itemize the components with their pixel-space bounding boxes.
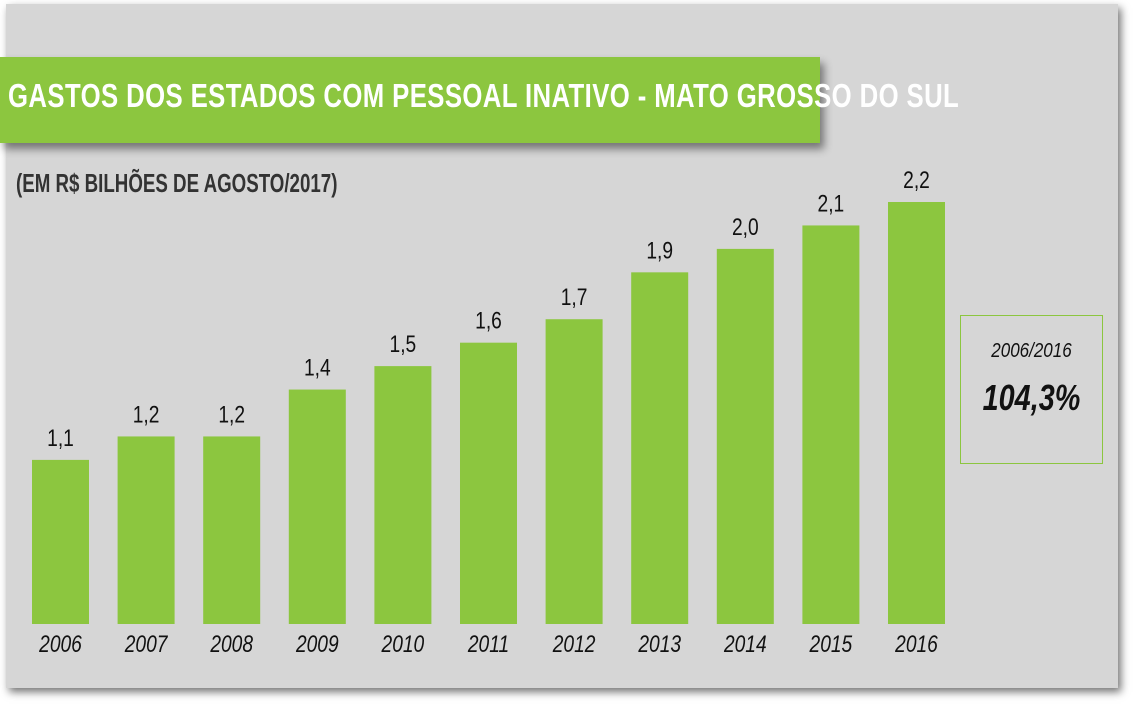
data-label: 1,7: [561, 283, 588, 311]
bar-2012: [545, 319, 603, 624]
bar-2007: [117, 436, 175, 624]
growth-annotation-box: 2006/2016 104,3%: [960, 315, 1103, 464]
x-tick-label: 2008: [209, 630, 253, 658]
data-label: 1,1: [47, 424, 74, 452]
growth-period: 2006/2016: [991, 340, 1072, 362]
chart-title: GASTOS DOS ESTADOS COM PESSOAL INATIVO -…: [8, 77, 960, 114]
bar-2008: [203, 436, 261, 624]
x-tick-label: 2012: [552, 630, 596, 658]
x-tick-label: 2014: [723, 630, 767, 658]
x-tick-label: 2016: [894, 630, 938, 658]
data-label: 1,9: [646, 236, 673, 264]
bar-2006: [32, 459, 89, 624]
x-tick-label: 2006: [38, 630, 82, 658]
data-label: 1,4: [304, 353, 331, 381]
data-label: 2,1: [818, 189, 845, 217]
title-banner: GASTOS DOS ESTADOS COM PESSOAL INATIVO -…: [0, 57, 959, 143]
x-tick-label: 2009: [295, 630, 339, 658]
bar-2013: [631, 272, 689, 624]
bar-2016: [888, 202, 945, 624]
x-tick-label: 2015: [809, 630, 853, 658]
x-tick-label: 2013: [637, 630, 681, 658]
x-tick-label: 2010: [381, 630, 425, 658]
x-tick-label: 2011: [467, 630, 509, 658]
bar-2009: [288, 389, 346, 624]
data-label: 1,2: [133, 400, 160, 428]
data-label: 2,2: [903, 166, 930, 194]
data-label: 2,0: [732, 213, 759, 241]
bar-2011: [460, 342, 517, 624]
data-label: 1,5: [390, 330, 417, 358]
x-tick-label: 2007: [124, 630, 168, 658]
growth-value: 104,3%: [982, 377, 1081, 418]
data-label: 1,2: [218, 400, 245, 428]
chart-subtitle: (EM R$ BILHÕES DE AGOSTO/2017): [16, 168, 338, 198]
bar-2015: [802, 225, 860, 624]
bar-2014: [716, 248, 774, 624]
bar-2010: [374, 366, 432, 624]
data-label: 1,6: [475, 307, 502, 335]
